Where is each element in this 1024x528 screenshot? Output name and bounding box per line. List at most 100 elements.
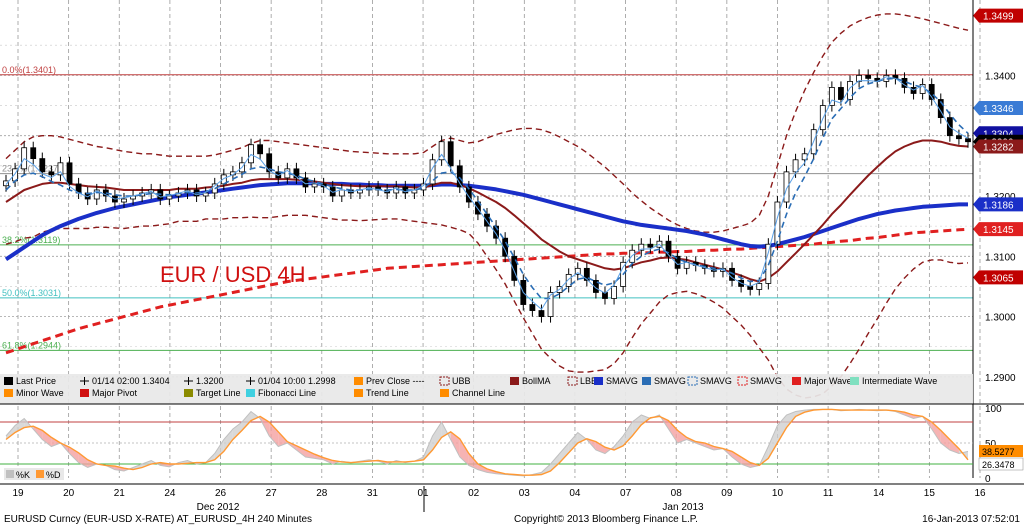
oscillator-fill xyxy=(577,432,587,443)
candle-body xyxy=(93,189,100,200)
candle-body xyxy=(166,195,173,200)
legend-label: SMAVG xyxy=(606,376,638,386)
legend-item: SMAVG xyxy=(594,376,638,386)
candle-body xyxy=(856,74,862,82)
legend-swatch xyxy=(184,389,193,397)
legend-swatch xyxy=(510,377,519,385)
x-tick-label: 20 xyxy=(63,488,75,499)
legend-label: SMAVG xyxy=(750,376,782,386)
candle-body xyxy=(30,147,37,159)
price-tag: 1.3145 xyxy=(973,222,1023,237)
candle-body xyxy=(611,286,617,299)
legend-item: Major Pivot xyxy=(80,388,138,398)
price-panel xyxy=(0,0,973,398)
legend-item: Last Price xyxy=(4,376,56,386)
oscillator-fill xyxy=(78,452,88,468)
candle-body xyxy=(57,162,64,176)
candle-body xyxy=(865,74,872,79)
oscillator-fill xyxy=(42,430,52,447)
candle-body xyxy=(602,292,608,299)
legend-item: Minor Wave xyxy=(4,388,64,398)
price-tag-label: 1.3282 xyxy=(983,143,1014,154)
legend-item: Prev Close ---- xyxy=(354,376,425,386)
x-tick-label: 27 xyxy=(266,488,278,499)
candle-body xyxy=(66,162,73,185)
legend-label: 1.3200 xyxy=(196,376,224,386)
oscillator-fill xyxy=(223,429,233,452)
legend-label: Channel Line xyxy=(452,388,505,398)
candle-body xyxy=(756,283,763,290)
legend-label: Target Line xyxy=(196,388,241,398)
oscillator-tick-label: 50 xyxy=(985,439,997,450)
candle-body xyxy=(266,153,273,173)
moving-average-blue-dashed xyxy=(5,77,969,300)
candle-body xyxy=(774,201,781,245)
legend-label: Trend Line xyxy=(366,388,409,398)
legend-label: LBB xyxy=(580,376,597,386)
oscillator-tick-label: 100 xyxy=(985,404,1002,415)
oscillator-fill xyxy=(296,445,306,457)
candle-body xyxy=(465,186,472,203)
oscillator-legend-swatch xyxy=(36,470,44,478)
price-tag: 1.3499 xyxy=(973,8,1023,23)
legend-label: Minor Wave xyxy=(16,388,64,398)
legend-label: SMAVG xyxy=(654,376,686,386)
oscillator-fill xyxy=(232,422,242,440)
legend-label: UBB xyxy=(452,376,471,386)
fibonacci-label: 0.0%(1.3401) xyxy=(2,65,56,75)
legend-item: 01/14 02:00 1.3404 xyxy=(80,376,170,386)
price-tag-label: 1.3346 xyxy=(983,104,1014,115)
candle-body xyxy=(529,304,536,311)
oscillator-fill xyxy=(768,425,778,459)
candle-body xyxy=(484,213,490,227)
x-tick-label: 26 xyxy=(215,488,227,499)
footer-copyright: Copyright© 2013 Bloomberg Finance L.P. xyxy=(514,514,698,525)
oscillator-fill xyxy=(677,430,687,443)
legend-swatch xyxy=(246,389,255,397)
fibonacci-label: 50.0%(1.3031) xyxy=(2,288,61,298)
x-tick-label: 01 xyxy=(417,488,429,499)
chart-title: EUR / USD 4H xyxy=(160,262,305,287)
y-tick-label: 1.3000 xyxy=(985,313,1016,324)
candle-body xyxy=(665,240,672,257)
legend-swatch xyxy=(80,389,89,397)
legend-label: SMAVG xyxy=(700,376,732,386)
upper-bollinger-band xyxy=(5,13,969,233)
x-tick-label: 03 xyxy=(519,488,531,499)
oscillator-fill xyxy=(940,430,950,450)
oscillator-fill xyxy=(69,447,79,463)
candle-body xyxy=(511,255,518,281)
price-tag-label: 1.3186 xyxy=(983,200,1014,211)
oscillator-fill xyxy=(559,443,569,463)
fibonacci-label: 23.6%(1.3237) xyxy=(2,164,61,174)
x-tick-label: 28 xyxy=(316,488,328,499)
y-tick-label: 1.2900 xyxy=(985,373,1016,384)
candle-body xyxy=(583,267,590,281)
oscillator-fill xyxy=(777,415,787,443)
x-month-label: Dec 2012 xyxy=(197,502,240,512)
candle-body xyxy=(565,273,572,287)
footer-timestamp: 16-Jan-2013 07:52:01 xyxy=(922,514,1020,525)
legend-label: Major Wave xyxy=(804,376,852,386)
price-tag: 1.3346 xyxy=(973,100,1023,115)
legend-item: Target Line xyxy=(184,388,241,398)
legend-item: SMAVG xyxy=(687,376,732,386)
legend-swatch xyxy=(354,377,363,385)
oscillator-fill xyxy=(623,422,633,446)
candle-body xyxy=(248,144,254,164)
legend-item: 01/04 10:00 1.2998 xyxy=(246,376,336,386)
legend-swatch xyxy=(594,377,603,385)
legend-item: UBB xyxy=(439,376,471,386)
legend-item: SMAVG xyxy=(737,376,782,386)
candle-body xyxy=(293,168,300,179)
legend-item: Fibonacci Line xyxy=(246,388,316,398)
candle-body xyxy=(956,135,962,140)
candle-body xyxy=(338,189,345,197)
oscillator-fill xyxy=(468,453,478,470)
oscillator-k-line xyxy=(5,408,969,477)
x-tick-label: 08 xyxy=(671,488,683,499)
candle-body xyxy=(438,141,445,161)
candle-body xyxy=(275,171,282,179)
oscillator-value-label: 26.3478 xyxy=(982,460,1015,470)
oscillator-fill xyxy=(550,453,560,471)
